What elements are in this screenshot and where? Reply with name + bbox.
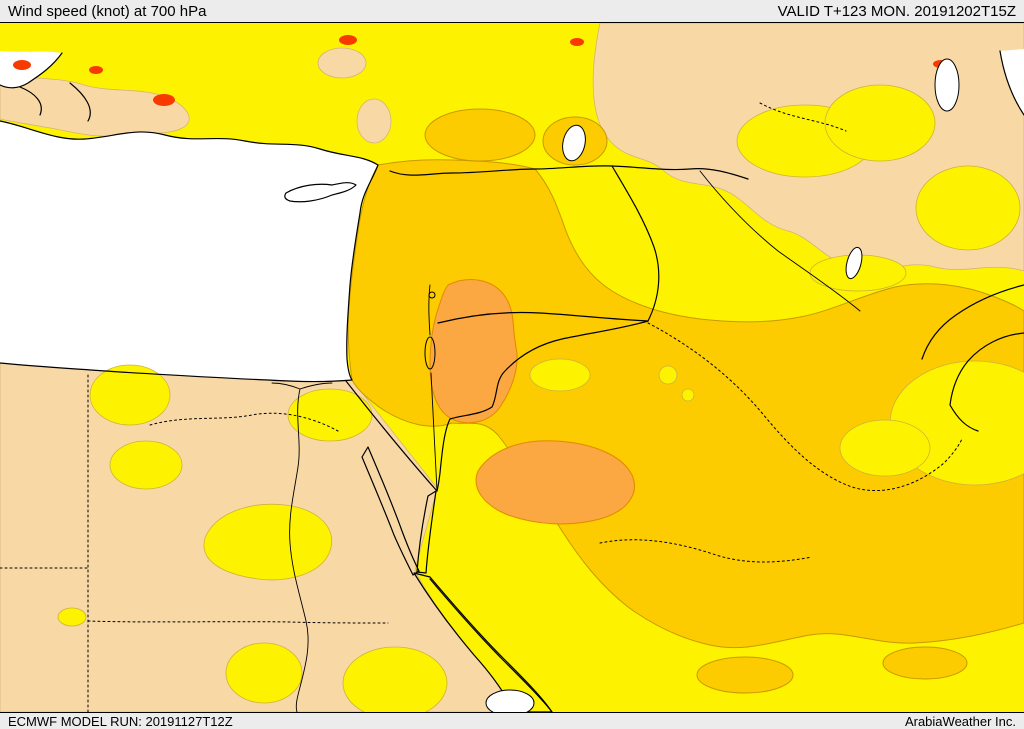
mediterranean-sea xyxy=(0,121,378,382)
caspian-sea-corner xyxy=(1000,49,1024,115)
red-spot xyxy=(153,94,175,106)
saudi-iraq-border-dotted xyxy=(647,322,963,492)
model-run-label: ECMWF MODEL RUN: 20191127T12Z xyxy=(8,713,233,729)
dotted-desert-borders xyxy=(0,102,963,712)
turkey-syria-border xyxy=(389,165,749,180)
tan-regions xyxy=(0,23,1024,712)
syria-jordan-border xyxy=(437,311,649,324)
sea-regions xyxy=(0,49,1024,426)
cyprus-island xyxy=(284,182,357,203)
yellow-patch xyxy=(225,642,303,704)
euphrates-river xyxy=(699,170,861,312)
yellow-patch xyxy=(203,503,332,581)
orange-blob-north-saudi xyxy=(475,440,635,525)
red-spot xyxy=(339,35,357,45)
egypt-sudan-border-dotted xyxy=(87,620,389,624)
jordan-river-line xyxy=(428,284,438,492)
white-calm-patch-south xyxy=(485,689,535,712)
persian-gulf-coastline xyxy=(921,284,1024,432)
lake-tuz xyxy=(562,124,586,162)
weather-contour-map-svg xyxy=(0,23,1024,712)
map-footer: ECMWF MODEL RUN: 20191127T12Z ArabiaWeat… xyxy=(0,713,1024,729)
mediterranean-coastline xyxy=(0,120,379,383)
yellow-patch xyxy=(109,440,183,490)
yellow-patch xyxy=(57,607,87,627)
provider-label: ArabiaWeather Inc. xyxy=(904,713,1016,729)
egypt-israel-border xyxy=(345,380,438,492)
yellow-hole-in-gold xyxy=(839,419,931,477)
gulfs-and-water-channels xyxy=(361,446,553,712)
gulf-of-suez xyxy=(361,446,420,576)
gold-patch xyxy=(424,108,536,162)
yellow-hole-in-gold xyxy=(658,365,678,385)
red-spot xyxy=(13,60,31,70)
yellow-hole-in-gold xyxy=(529,358,591,392)
orange-blob-jordan xyxy=(429,279,518,424)
tan-patch xyxy=(356,98,392,144)
yellow-patch xyxy=(342,646,448,712)
valid-time-label: VALID T+123 MON. 20191202T15Z xyxy=(777,2,1016,20)
orange-wind-regions xyxy=(429,279,635,525)
lake-urmia xyxy=(934,58,960,112)
saudi-interior-dotted xyxy=(599,539,813,563)
red-spot xyxy=(89,66,103,74)
yellow-patch-nile-delta xyxy=(287,388,373,442)
gulf-of-aqaba xyxy=(416,490,437,574)
gold-patch xyxy=(696,656,794,694)
egypt-interior-dotted xyxy=(149,412,339,432)
red-sea xyxy=(413,572,553,712)
black-sea-corner xyxy=(0,51,62,88)
gold-region-main xyxy=(347,159,1024,649)
black-sea-coastline xyxy=(0,52,63,89)
yellow-patch xyxy=(915,165,1021,251)
caspian-coastline xyxy=(999,50,1024,116)
yellow-patch-over-sea xyxy=(89,364,171,426)
map-canvas xyxy=(0,22,1024,713)
gold-wind-regions xyxy=(347,108,1024,694)
coastlines-and-borders xyxy=(0,50,1024,712)
lakes xyxy=(424,58,960,712)
tan-region-aegean xyxy=(0,74,190,137)
iran-interior-dotted xyxy=(759,102,847,132)
nile-river xyxy=(271,382,333,712)
lake-tharthar xyxy=(845,246,863,280)
aegean-coast-squiggle xyxy=(19,82,91,122)
red-wind-spots xyxy=(13,35,949,106)
yellow-hole-in-gold xyxy=(681,388,695,402)
map-title: Wind speed (knot) at 700 hPa xyxy=(8,2,207,20)
gold-patch xyxy=(882,646,968,680)
yellow-patch xyxy=(824,84,936,162)
map-header: Wind speed (knot) at 700 hPa VALID T+123… xyxy=(0,0,1024,22)
tan-patch xyxy=(317,47,367,79)
saudi-red-sea-coastline xyxy=(429,578,553,712)
red-spot xyxy=(570,38,584,46)
syria-iraq-border xyxy=(611,165,660,322)
dead-sea xyxy=(424,336,436,370)
jordan-saudi-border xyxy=(436,320,649,492)
